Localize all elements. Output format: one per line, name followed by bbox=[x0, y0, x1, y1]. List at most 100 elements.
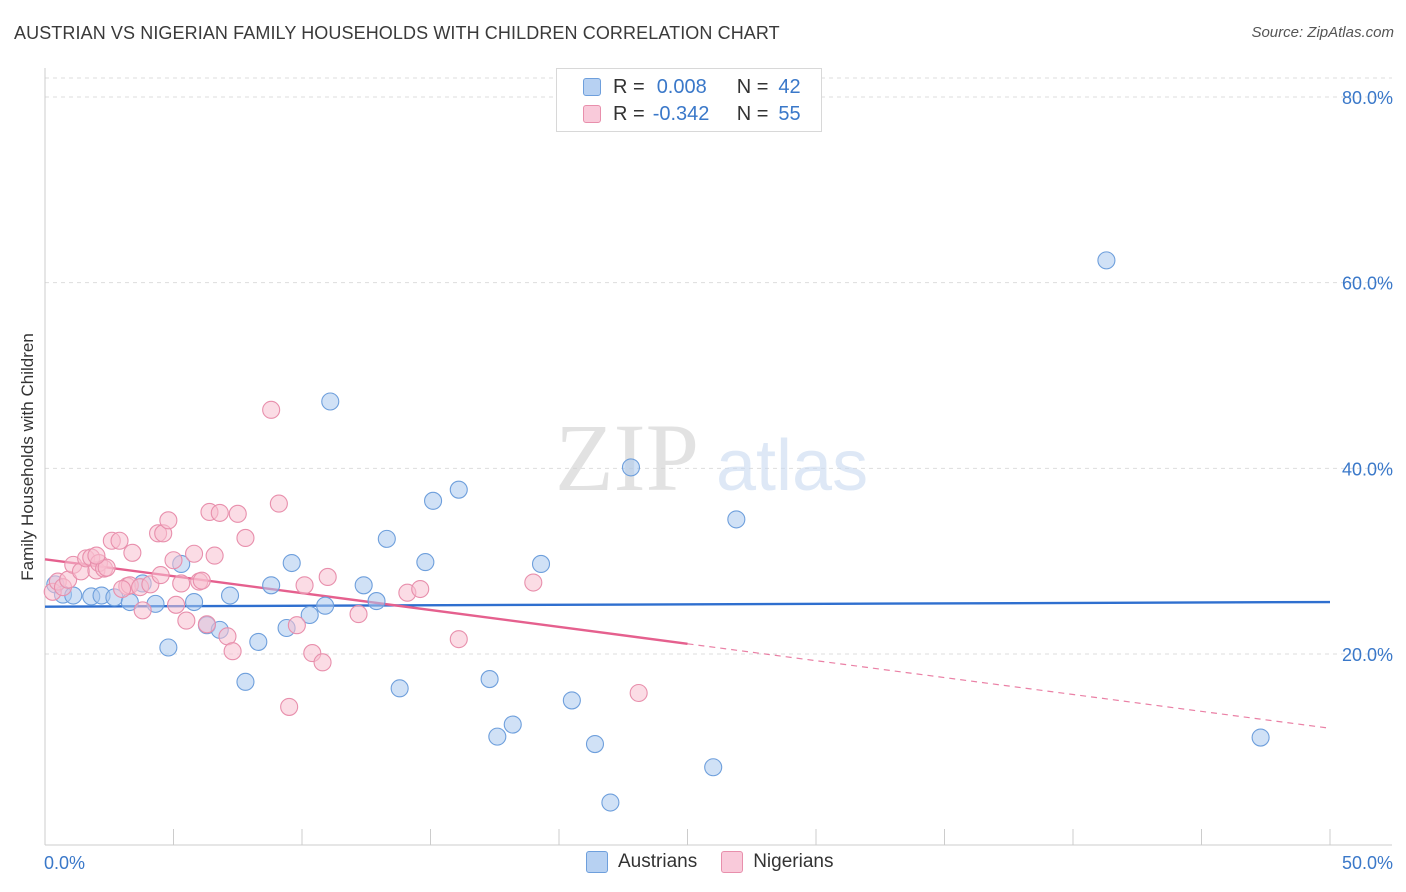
nigerian-point bbox=[349, 605, 368, 624]
austrian-point bbox=[249, 632, 268, 651]
grid-lines bbox=[45, 77, 1392, 655]
nigerians-swatch-icon bbox=[583, 105, 601, 123]
legend-n-label: N = bbox=[736, 75, 769, 98]
legend-n-value: 55 bbox=[778, 102, 801, 125]
nigerian-point bbox=[151, 566, 170, 585]
nigerian-point bbox=[110, 531, 129, 550]
nigerian-point bbox=[269, 494, 288, 513]
nigerian-point bbox=[87, 546, 106, 565]
austrian-point bbox=[316, 596, 335, 615]
austrian-point bbox=[727, 510, 746, 529]
nigerian-point bbox=[159, 511, 178, 530]
nigerian-point bbox=[280, 697, 299, 716]
austrian-point bbox=[367, 592, 386, 611]
austrian-point bbox=[354, 576, 373, 595]
correlation-legend: R = 0.008 N = 42 R = -0.342 N = 55 bbox=[556, 68, 822, 132]
y-tick-label: 80.0% bbox=[1342, 88, 1393, 108]
nigerian-point bbox=[287, 616, 306, 635]
austrian-point bbox=[159, 638, 178, 657]
nigerian-point bbox=[313, 653, 332, 672]
legend-r-label: R = bbox=[613, 102, 645, 125]
nigerian-point bbox=[205, 546, 224, 565]
nigerians-trend-line bbox=[687, 643, 1331, 729]
source-note: Source: ZipAtlas.com bbox=[1251, 24, 1394, 41]
austrian-point bbox=[480, 670, 499, 689]
legend-n-label: N = bbox=[736, 102, 769, 125]
nigerian-point bbox=[524, 573, 543, 592]
nigerian-point bbox=[185, 544, 204, 563]
austrian-point bbox=[262, 576, 281, 595]
data-points bbox=[43, 251, 1270, 812]
y-tick-label: 40.0% bbox=[1342, 459, 1393, 479]
nigerian-point bbox=[133, 601, 152, 620]
legend-label-austrians: Austrians bbox=[618, 851, 698, 872]
legend-r-label: R = bbox=[613, 75, 645, 98]
watermark: ZIP atlas bbox=[555, 404, 868, 511]
austrian-point bbox=[321, 392, 340, 411]
chart-title: AUSTRIAN VS NIGERIAN FAMILY HOUSEHOLDS W… bbox=[14, 23, 780, 43]
nigerian-point bbox=[318, 567, 337, 586]
austrian-point bbox=[488, 727, 507, 746]
nigerian-point bbox=[223, 642, 242, 661]
austrians-swatch-icon bbox=[583, 78, 601, 96]
legend-label-nigerians: Nigerians bbox=[753, 851, 834, 872]
nigerian-point bbox=[97, 558, 116, 577]
nigerian-point bbox=[164, 551, 183, 570]
legend-r-value: 0.008 bbox=[656, 75, 707, 98]
austrian-point bbox=[220, 586, 240, 605]
x-tick-label: 50.0% bbox=[1342, 853, 1393, 873]
austrian-point bbox=[416, 553, 435, 572]
austrian-point bbox=[601, 793, 620, 812]
y-axis-label: Family Households with Children bbox=[18, 333, 37, 581]
nigerian-point bbox=[262, 400, 281, 419]
nigerian-point bbox=[197, 615, 216, 634]
nigerian-point bbox=[113, 579, 132, 599]
austrian-point bbox=[562, 691, 581, 710]
legend-item-austrians: Austrians bbox=[586, 851, 697, 873]
legend-item-nigerians: Nigerians bbox=[721, 851, 833, 873]
x-tick-label: 0.0% bbox=[44, 853, 85, 873]
austrian-point bbox=[282, 553, 301, 573]
nigerian-point bbox=[172, 574, 191, 593]
watermark-zip: ZIP bbox=[555, 404, 699, 511]
austrian-point bbox=[300, 605, 319, 625]
austrian-point bbox=[531, 554, 551, 574]
austrian-point bbox=[390, 679, 409, 698]
austrian-point bbox=[449, 480, 468, 499]
austrian-point bbox=[621, 458, 641, 477]
axes bbox=[44, 68, 1392, 846]
nigerian-point bbox=[177, 611, 196, 630]
watermark-atlas: atlas bbox=[716, 426, 868, 506]
nigerian-point bbox=[449, 630, 468, 649]
nigerian-point bbox=[228, 504, 247, 523]
austrians-legend-icon bbox=[586, 851, 608, 873]
austrian-point bbox=[185, 592, 204, 612]
legend-n-value: 42 bbox=[778, 75, 801, 98]
nigerian-point bbox=[236, 528, 255, 548]
nigerian-point bbox=[411, 579, 430, 599]
austrian-point bbox=[236, 672, 255, 691]
y-tick-label: 20.0% bbox=[1342, 645, 1393, 665]
austrians-trend-line bbox=[44, 600, 1331, 608]
nigerian-point bbox=[192, 571, 211, 590]
austrian-point bbox=[503, 715, 522, 734]
tick-labels: 20.0% 40.0% 60.0% 80.0% 0.0% 50.0% bbox=[44, 88, 1393, 873]
nigerians-legend-icon bbox=[721, 851, 744, 873]
austrian-point bbox=[1251, 728, 1270, 747]
y-tick-label: 60.0% bbox=[1342, 274, 1393, 294]
austrian-point bbox=[704, 758, 723, 777]
nigerian-point bbox=[167, 595, 186, 614]
series-legend: Austrians Nigerians bbox=[586, 851, 857, 873]
austrian-point bbox=[585, 734, 605, 754]
legend-row-austrians: R = 0.008 N = 42 bbox=[583, 75, 801, 99]
nigerian-point bbox=[210, 503, 229, 522]
legend-r-value: -0.342 bbox=[652, 102, 710, 125]
nigerian-point bbox=[123, 543, 142, 562]
nigerian-point bbox=[629, 683, 648, 703]
nigerian-point bbox=[295, 576, 314, 595]
austrian-point bbox=[377, 529, 396, 548]
austrian-point bbox=[1097, 251, 1116, 270]
legend-row-nigerians: R = -0.342 N = 55 bbox=[583, 102, 801, 126]
austrian-point bbox=[424, 491, 443, 510]
